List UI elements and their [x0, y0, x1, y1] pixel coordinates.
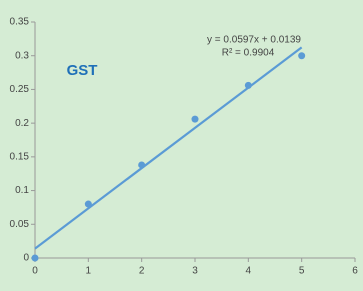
trendline	[34, 46, 303, 250]
y-tick-label: 0.3	[15, 50, 29, 61]
data-point	[31, 254, 39, 262]
y-tick-label: 0.25	[10, 84, 30, 95]
data-point	[138, 161, 146, 169]
data-point	[244, 81, 252, 89]
y-tick-label: 0.15	[10, 151, 30, 162]
data-point	[298, 52, 306, 60]
data-point	[191, 115, 199, 123]
x-tick-label: 3	[192, 266, 198, 277]
data-point	[84, 200, 92, 208]
trendline-equation: y = 0.0597x + 0.0139	[207, 35, 301, 46]
x-tick-label: 1	[86, 266, 92, 277]
chart-title: GST	[67, 62, 98, 79]
x-tick-label: 0	[32, 266, 38, 277]
y-tick-label: 0.2	[15, 118, 29, 129]
y-tick-label: 0.35	[10, 17, 30, 28]
y-tick-label: 0.05	[10, 219, 30, 230]
x-tick-label: 4	[246, 266, 252, 277]
x-tick-label: 6	[352, 266, 358, 277]
x-tick-label: 5	[299, 266, 305, 277]
y-tick-label: 0	[23, 253, 29, 264]
x-tick-label: 2	[139, 266, 145, 277]
trendline-r2: R² = 0.9904	[222, 48, 275, 59]
y-tick-label: 0.1	[15, 185, 29, 196]
